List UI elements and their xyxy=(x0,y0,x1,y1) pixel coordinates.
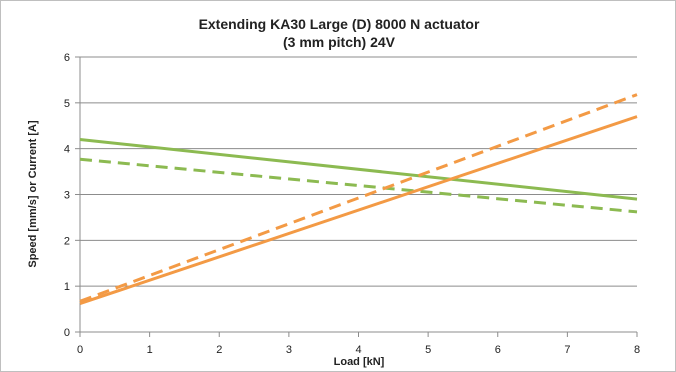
x-tick-label: 6 xyxy=(495,344,501,356)
series-lines xyxy=(79,93,638,306)
tick-labels: 0 1 2 3 4 5 6 0 1 2 3 4 5 6 7 8 xyxy=(64,52,640,356)
series-line-3-solid xyxy=(79,115,638,306)
y-tick-label: 6 xyxy=(64,52,70,64)
axes xyxy=(75,56,638,337)
y-tick-label: 5 xyxy=(64,98,70,110)
x-tick-label: 2 xyxy=(216,344,222,356)
chart-title-line-1: Extending KA30 Large (D) 8000 N actuator xyxy=(199,16,480,32)
series-line-4-dashed xyxy=(79,93,638,303)
chart-title-line-2: (3 mm pitch) 24V xyxy=(283,34,396,50)
x-tick-label: 1 xyxy=(147,344,153,356)
x-tick-label: 7 xyxy=(564,344,570,356)
y-tick-label: 4 xyxy=(64,144,70,156)
x-tick-label: 0 xyxy=(77,344,83,356)
series-line-2-dashed xyxy=(79,157,638,214)
x-tick-label: 4 xyxy=(355,344,361,356)
y-tick-label: 0 xyxy=(64,327,70,339)
y-axis-title: Speed [mm/s] or Current [A] xyxy=(27,120,39,268)
x-tick-label: 8 xyxy=(634,344,640,356)
y-tick-label: 1 xyxy=(64,281,70,293)
series-line-1-solid xyxy=(79,138,638,201)
y-tick-label: 3 xyxy=(64,190,70,202)
x-tick-label: 5 xyxy=(425,344,431,356)
gridlines xyxy=(80,56,637,287)
x-tick-label: 3 xyxy=(286,344,292,356)
y-tick-label: 2 xyxy=(64,235,70,247)
x-axis-title: Load [kN] xyxy=(334,356,385,368)
